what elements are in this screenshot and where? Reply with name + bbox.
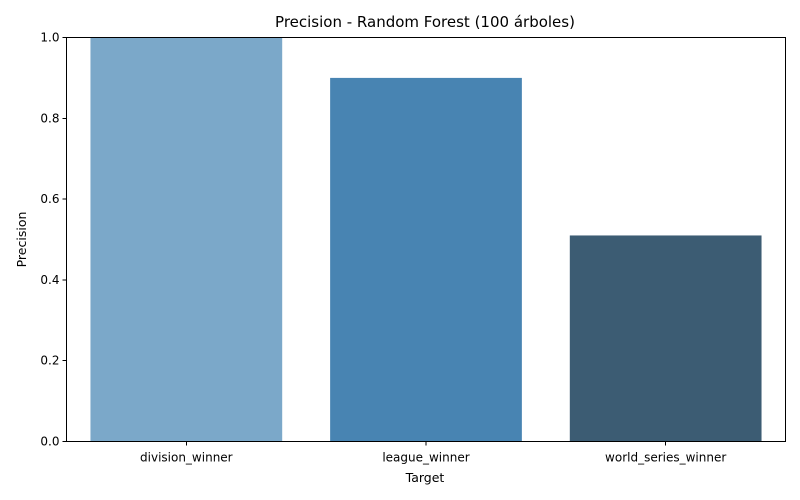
plot-frame: [66, 37, 786, 442]
y-axis-label: Precision: [14, 212, 29, 268]
x-tick-label: division_winner: [140, 451, 233, 465]
y-tick-label: 0.8: [40, 111, 59, 125]
y-tick-label: 0.0: [40, 435, 59, 449]
x-axis-label: Target: [405, 470, 445, 485]
x-tick-label: league_winner: [382, 451, 469, 465]
y-tick-label: 0.4: [40, 273, 59, 287]
bars-group: [90, 37, 762, 442]
y-tick-label: 1.0: [40, 31, 59, 45]
bar-world-series-winner: [569, 235, 762, 442]
bar-division-winner: [90, 37, 283, 442]
bar-league-winner: [330, 77, 522, 442]
y-tick-label: 0.6: [40, 192, 59, 206]
y-axis-ticks: 0.0 0.2 0.4 0.6 0.8 1.0: [40, 31, 67, 449]
chart-title: Precision - Random Forest (100 árboles): [275, 13, 575, 31]
x-axis-ticks: division_winner league_winner world_series…: [140, 441, 726, 465]
x-tick-label: world_series_winner: [605, 451, 726, 465]
y-tick-label: 0.2: [40, 354, 59, 368]
